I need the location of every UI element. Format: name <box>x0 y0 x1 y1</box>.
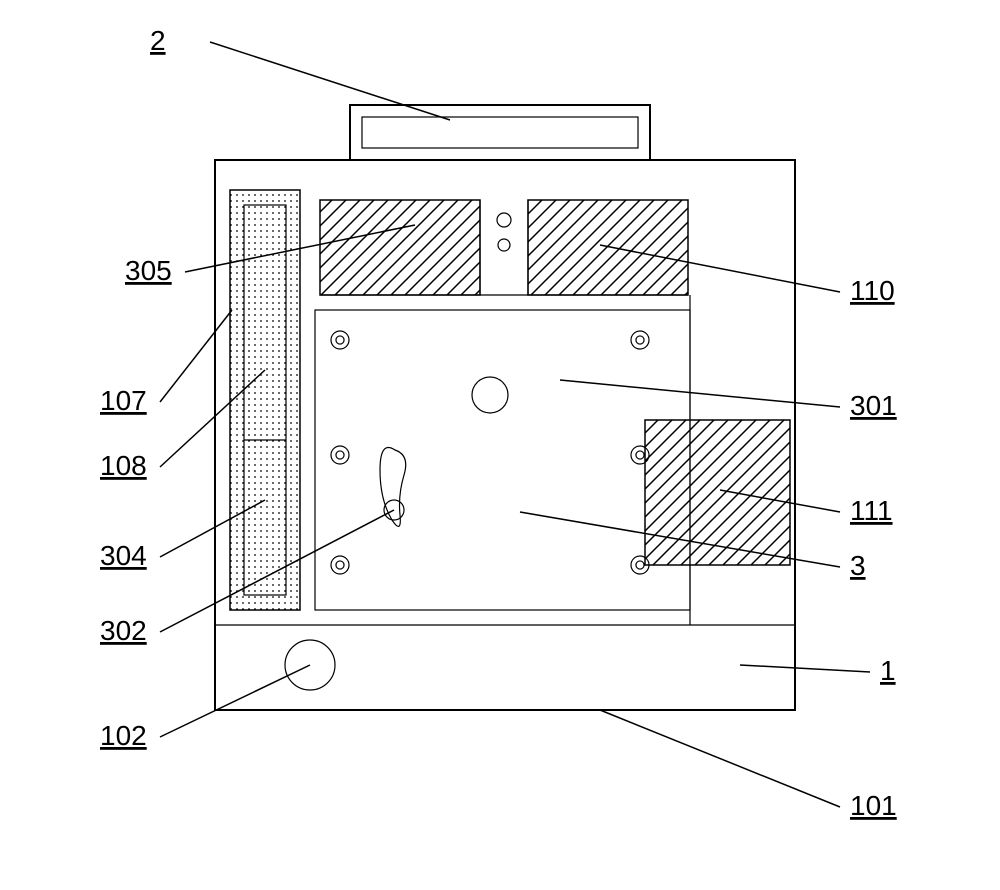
label-301: 301 <box>850 390 897 421</box>
label-111: 111 <box>850 495 893 526</box>
bolt-group <box>331 331 649 574</box>
label-102: 102 <box>100 720 147 751</box>
top-unit-inner <box>362 117 638 148</box>
top-unit-outer <box>350 105 650 160</box>
label-101: 101 <box>850 790 897 821</box>
label-108: 108 <box>100 450 147 481</box>
label-107: 107 <box>100 385 147 416</box>
label-110: 110 <box>850 275 895 306</box>
upper-indicator-1 <box>497 213 511 227</box>
label-2: 2 <box>150 25 166 56</box>
right-hatch-block <box>645 420 790 565</box>
center-plate <box>315 310 690 610</box>
label-1: 1 <box>880 655 896 686</box>
upper-hatch-right <box>528 200 688 295</box>
label-3: 3 <box>850 550 866 581</box>
center-circle <box>472 377 508 413</box>
upper-hatch-left <box>320 200 480 295</box>
label-305: 305 <box>125 255 172 286</box>
upper-indicator-2 <box>498 239 510 251</box>
label-304: 304 <box>100 540 147 571</box>
label-302: 302 <box>100 615 147 646</box>
technical-diagram: 2 305 107 108 304 302 102 110 301 111 3 1 101 <box>0 0 1000 890</box>
left-panel-dotfill <box>230 190 300 610</box>
